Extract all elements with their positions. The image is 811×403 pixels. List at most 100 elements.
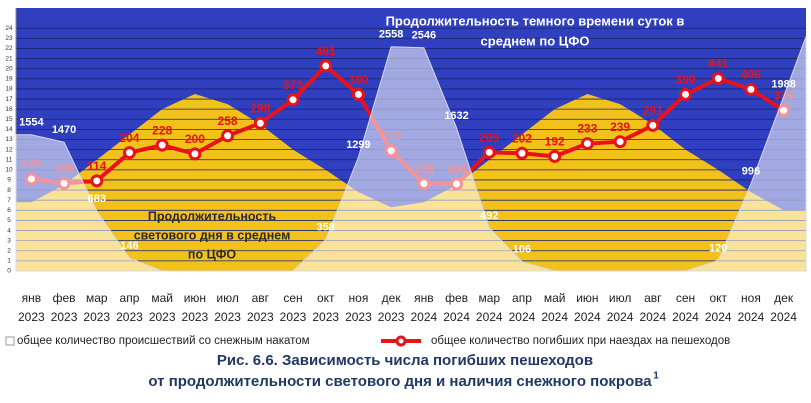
snow-label: 358: [317, 222, 335, 234]
annotation: светового дня в среднем: [134, 228, 291, 242]
x-tick-label: 2023: [214, 310, 241, 324]
death-label: 390: [348, 73, 368, 87]
y-tick-label: 22: [5, 45, 13, 52]
y-tick-label: 23: [5, 35, 13, 42]
death-point: [482, 145, 496, 159]
snow-area: [15, 36, 807, 272]
death-point: [122, 146, 136, 160]
legend-label: общее количество происшествий со снежным…: [17, 335, 310, 347]
death-label: 481: [316, 44, 336, 58]
x-tick-label: 2024: [738, 310, 765, 324]
y-tick-label: 7: [7, 197, 11, 204]
x-tick-label: 2024: [476, 310, 503, 324]
snow-label: 1988: [771, 79, 795, 91]
death-label: 202: [512, 131, 532, 145]
x-tick-label: 2024: [705, 310, 732, 324]
chart-title: от продолжительности светового дня и нал…: [148, 373, 652, 390]
x-tick-label: сен: [283, 291, 302, 305]
x-tick-label: янв: [22, 291, 42, 305]
y-tick-label: 15: [5, 116, 13, 123]
y-tick-label: 9: [7, 177, 11, 184]
x-tick-label: 2024: [509, 310, 536, 324]
y-tick-label: 6: [7, 207, 11, 214]
annotation: по ЦФО: [188, 247, 236, 261]
x-tick-label: 2024: [574, 310, 601, 324]
death-label: 298: [250, 101, 270, 115]
death-point: [188, 147, 202, 161]
annotation: Продолжительность темного времени суток …: [386, 13, 685, 28]
y-tick-label: 12: [5, 146, 13, 153]
x-tick-label: фев: [445, 291, 468, 305]
y-tick-label: 17: [5, 96, 13, 103]
y-tick-label: 18: [5, 86, 13, 93]
y-tick-label: 3: [7, 237, 11, 244]
death-label: 239: [610, 120, 630, 134]
snow-label: 2558: [379, 29, 403, 41]
death-label: 390: [676, 73, 696, 87]
x-tick-label: янв: [414, 291, 434, 305]
death-label: 114: [87, 159, 107, 173]
snow-label: 1470: [52, 124, 76, 136]
y-tick-label: 8: [7, 187, 11, 194]
death-point: [679, 87, 693, 101]
death-point: [711, 71, 725, 85]
snow-label: 2546: [412, 30, 436, 42]
snow-label: 120: [709, 242, 727, 254]
x-tick-label: 2023: [116, 310, 143, 324]
death-point: [286, 93, 300, 107]
y-tick-label: 1: [7, 258, 11, 265]
x-tick-label: апр: [120, 291, 140, 305]
x-tick-label: 2023: [280, 310, 307, 324]
death-label: 441: [708, 57, 728, 71]
legend-label: общее количество погибших при наездах на…: [431, 335, 730, 347]
x-tick-label: 2024: [411, 310, 438, 324]
x-tick-label: 2023: [18, 310, 45, 324]
annotation: Продолжительность: [148, 209, 277, 223]
x-tick-label: мар: [86, 291, 108, 305]
death-label: 204: [119, 131, 139, 145]
death-point: [515, 146, 529, 160]
x-tick-label: 2023: [247, 310, 274, 324]
x-tick-label: фев: [53, 291, 76, 305]
x-tick-label: окт: [317, 291, 335, 305]
x-tick-label: 2024: [770, 310, 797, 324]
y-tick-label: 21: [5, 55, 13, 62]
y-tick-label: 11: [6, 156, 13, 163]
x-tick-label: 2023: [83, 310, 110, 324]
snow-label: 1299: [346, 139, 370, 151]
x-tick-label: 2023: [312, 310, 339, 324]
y-tick-label: 13: [5, 136, 13, 143]
x-tick-label: июн: [184, 291, 206, 305]
x-tick-label: июн: [576, 291, 598, 305]
x-tick-label: ноя: [741, 291, 761, 305]
x-tick-label: авг: [644, 291, 662, 305]
death-point: [351, 87, 365, 101]
death-point: [155, 138, 169, 152]
y-tick-label: 19: [5, 76, 13, 83]
y-tick-label: 10: [5, 167, 13, 174]
x-tick-label: апр: [512, 291, 532, 305]
x-tick-label: 2024: [443, 310, 470, 324]
death-point: [744, 82, 758, 96]
death-label: 200: [185, 132, 205, 146]
x-tick-label: дек: [382, 291, 402, 305]
y-tick-label: 4: [7, 227, 11, 234]
legend-swatch: [5, 336, 15, 346]
death-label: 205: [479, 131, 499, 145]
snow-label: 1632: [444, 110, 468, 122]
x-tick-label: 2023: [149, 310, 176, 324]
snow-label: 146: [120, 240, 138, 252]
x-tick-label: 2024: [672, 310, 699, 324]
snow-label: 106: [513, 244, 531, 256]
death-label: 258: [218, 114, 238, 128]
x-tick-label: 2023: [345, 310, 372, 324]
death-label: 233: [577, 122, 597, 136]
death-label: 373: [283, 78, 303, 92]
x-tick-label: 2024: [607, 310, 634, 324]
snow-label: 1554: [19, 117, 44, 129]
x-tick-label: сен: [676, 291, 695, 305]
x-tick-label: 2024: [541, 310, 568, 324]
title-footnote: 1: [653, 371, 659, 382]
